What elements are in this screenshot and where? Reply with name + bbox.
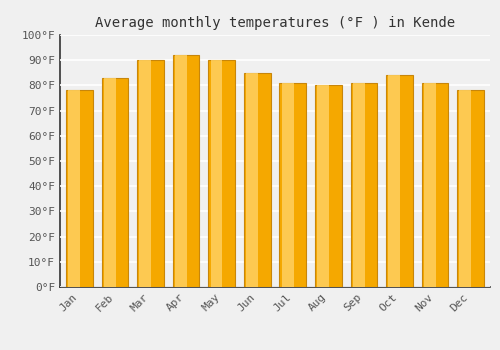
Bar	[457, 90, 484, 287]
Bar	[317, 85, 329, 287]
Bar	[140, 60, 151, 287]
Bar	[424, 83, 436, 287]
Bar	[102, 78, 128, 287]
Bar	[422, 83, 448, 287]
Bar	[210, 60, 222, 287]
Bar	[282, 83, 294, 287]
Bar	[244, 73, 270, 287]
Bar	[138, 60, 164, 287]
Bar	[246, 73, 258, 287]
Bar	[66, 90, 93, 287]
Bar	[460, 90, 471, 287]
Bar	[350, 83, 377, 287]
Bar	[315, 85, 342, 287]
Bar	[280, 83, 306, 287]
Bar	[175, 55, 187, 287]
Bar	[173, 55, 200, 287]
Bar	[352, 83, 364, 287]
Bar	[104, 78, 116, 287]
Title: Average monthly temperatures (°F ) in Kende: Average monthly temperatures (°F ) in Ke…	[95, 16, 455, 30]
Bar	[388, 75, 400, 287]
Bar	[208, 60, 235, 287]
Bar	[68, 90, 80, 287]
Bar	[386, 75, 412, 287]
